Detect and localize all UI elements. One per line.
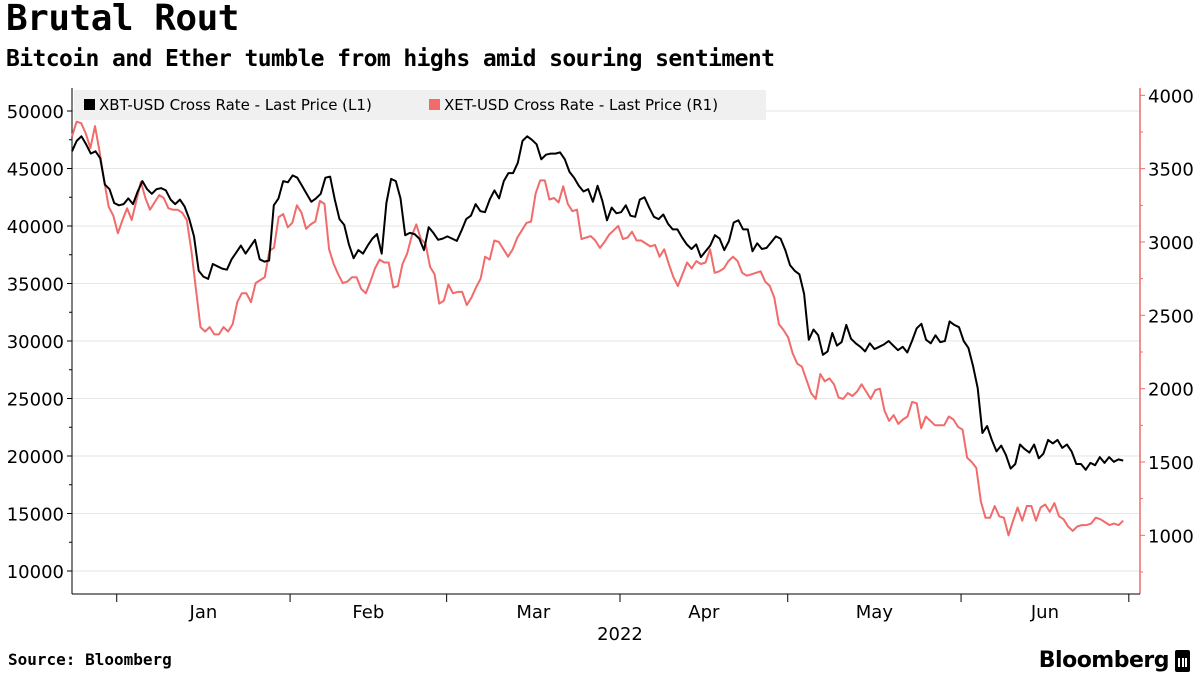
legend-swatch-xbt xyxy=(84,99,95,110)
legend: XBT-USD Cross Rate - Last Price (L1) XET-… xyxy=(74,90,766,120)
x-tick-label: Feb xyxy=(352,602,384,623)
brand: Bloomberg xyxy=(1039,648,1190,673)
chart-subtitle: Bitcoin and Ether tumble from highs amid… xyxy=(6,46,775,72)
source-note: Source: Bloomberg xyxy=(8,650,172,669)
gridlines xyxy=(72,110,1140,572)
y-right-tick-label: 1500 xyxy=(1148,453,1194,474)
x-year-label: 2022 xyxy=(597,624,643,645)
y-right-tick-label: 1000 xyxy=(1148,526,1194,547)
y-left-tick-label: 30000 xyxy=(7,332,64,353)
y-left-tick-label: 25000 xyxy=(7,390,64,411)
x-tick-label: May xyxy=(856,602,894,623)
y-left-tick-label: 35000 xyxy=(7,275,64,296)
legend-label-xbt: XBT-USD Cross Rate - Last Price (L1) xyxy=(99,96,372,114)
y-left-tick-label: 10000 xyxy=(7,562,64,583)
legend-label-xet: XET-USD Cross Rate - Last Price (R1) xyxy=(444,96,718,114)
chart-title: Brutal Rout xyxy=(6,0,239,39)
series-lines xyxy=(71,120,1124,537)
y-right-tick-label: 2000 xyxy=(1148,380,1194,401)
brand-name: Bloomberg xyxy=(1038,648,1170,673)
axes: 50000 45000 40000 35000 30000 25000 20000 15000… xyxy=(7,86,1194,645)
x-tick-label: Apr xyxy=(688,602,720,623)
y-right-tick-label: 3000 xyxy=(1148,233,1194,254)
x-tick-label: Jan xyxy=(189,602,218,623)
y-right-tick-label: 3500 xyxy=(1148,160,1194,181)
series-line-xbt xyxy=(71,135,1124,471)
y-left-tick-label: 20000 xyxy=(7,447,64,468)
y-right-tick-label: 2500 xyxy=(1148,306,1194,327)
legend-swatch-xet xyxy=(429,99,440,110)
series-line-xet xyxy=(71,120,1124,537)
y-right-tick-label: 4000 xyxy=(1148,86,1194,107)
y-left-tick-label: 45000 xyxy=(7,160,64,181)
bloomberg-terminal-icon xyxy=(1175,649,1190,672)
y-left-tick-label: 50000 xyxy=(7,102,64,123)
x-tick-label: Mar xyxy=(516,602,551,623)
y-left-tick-label: 15000 xyxy=(7,505,64,526)
x-tick-label: Jun xyxy=(1030,602,1059,623)
y-left-tick-label: 40000 xyxy=(7,217,64,238)
legend-background xyxy=(74,90,766,120)
